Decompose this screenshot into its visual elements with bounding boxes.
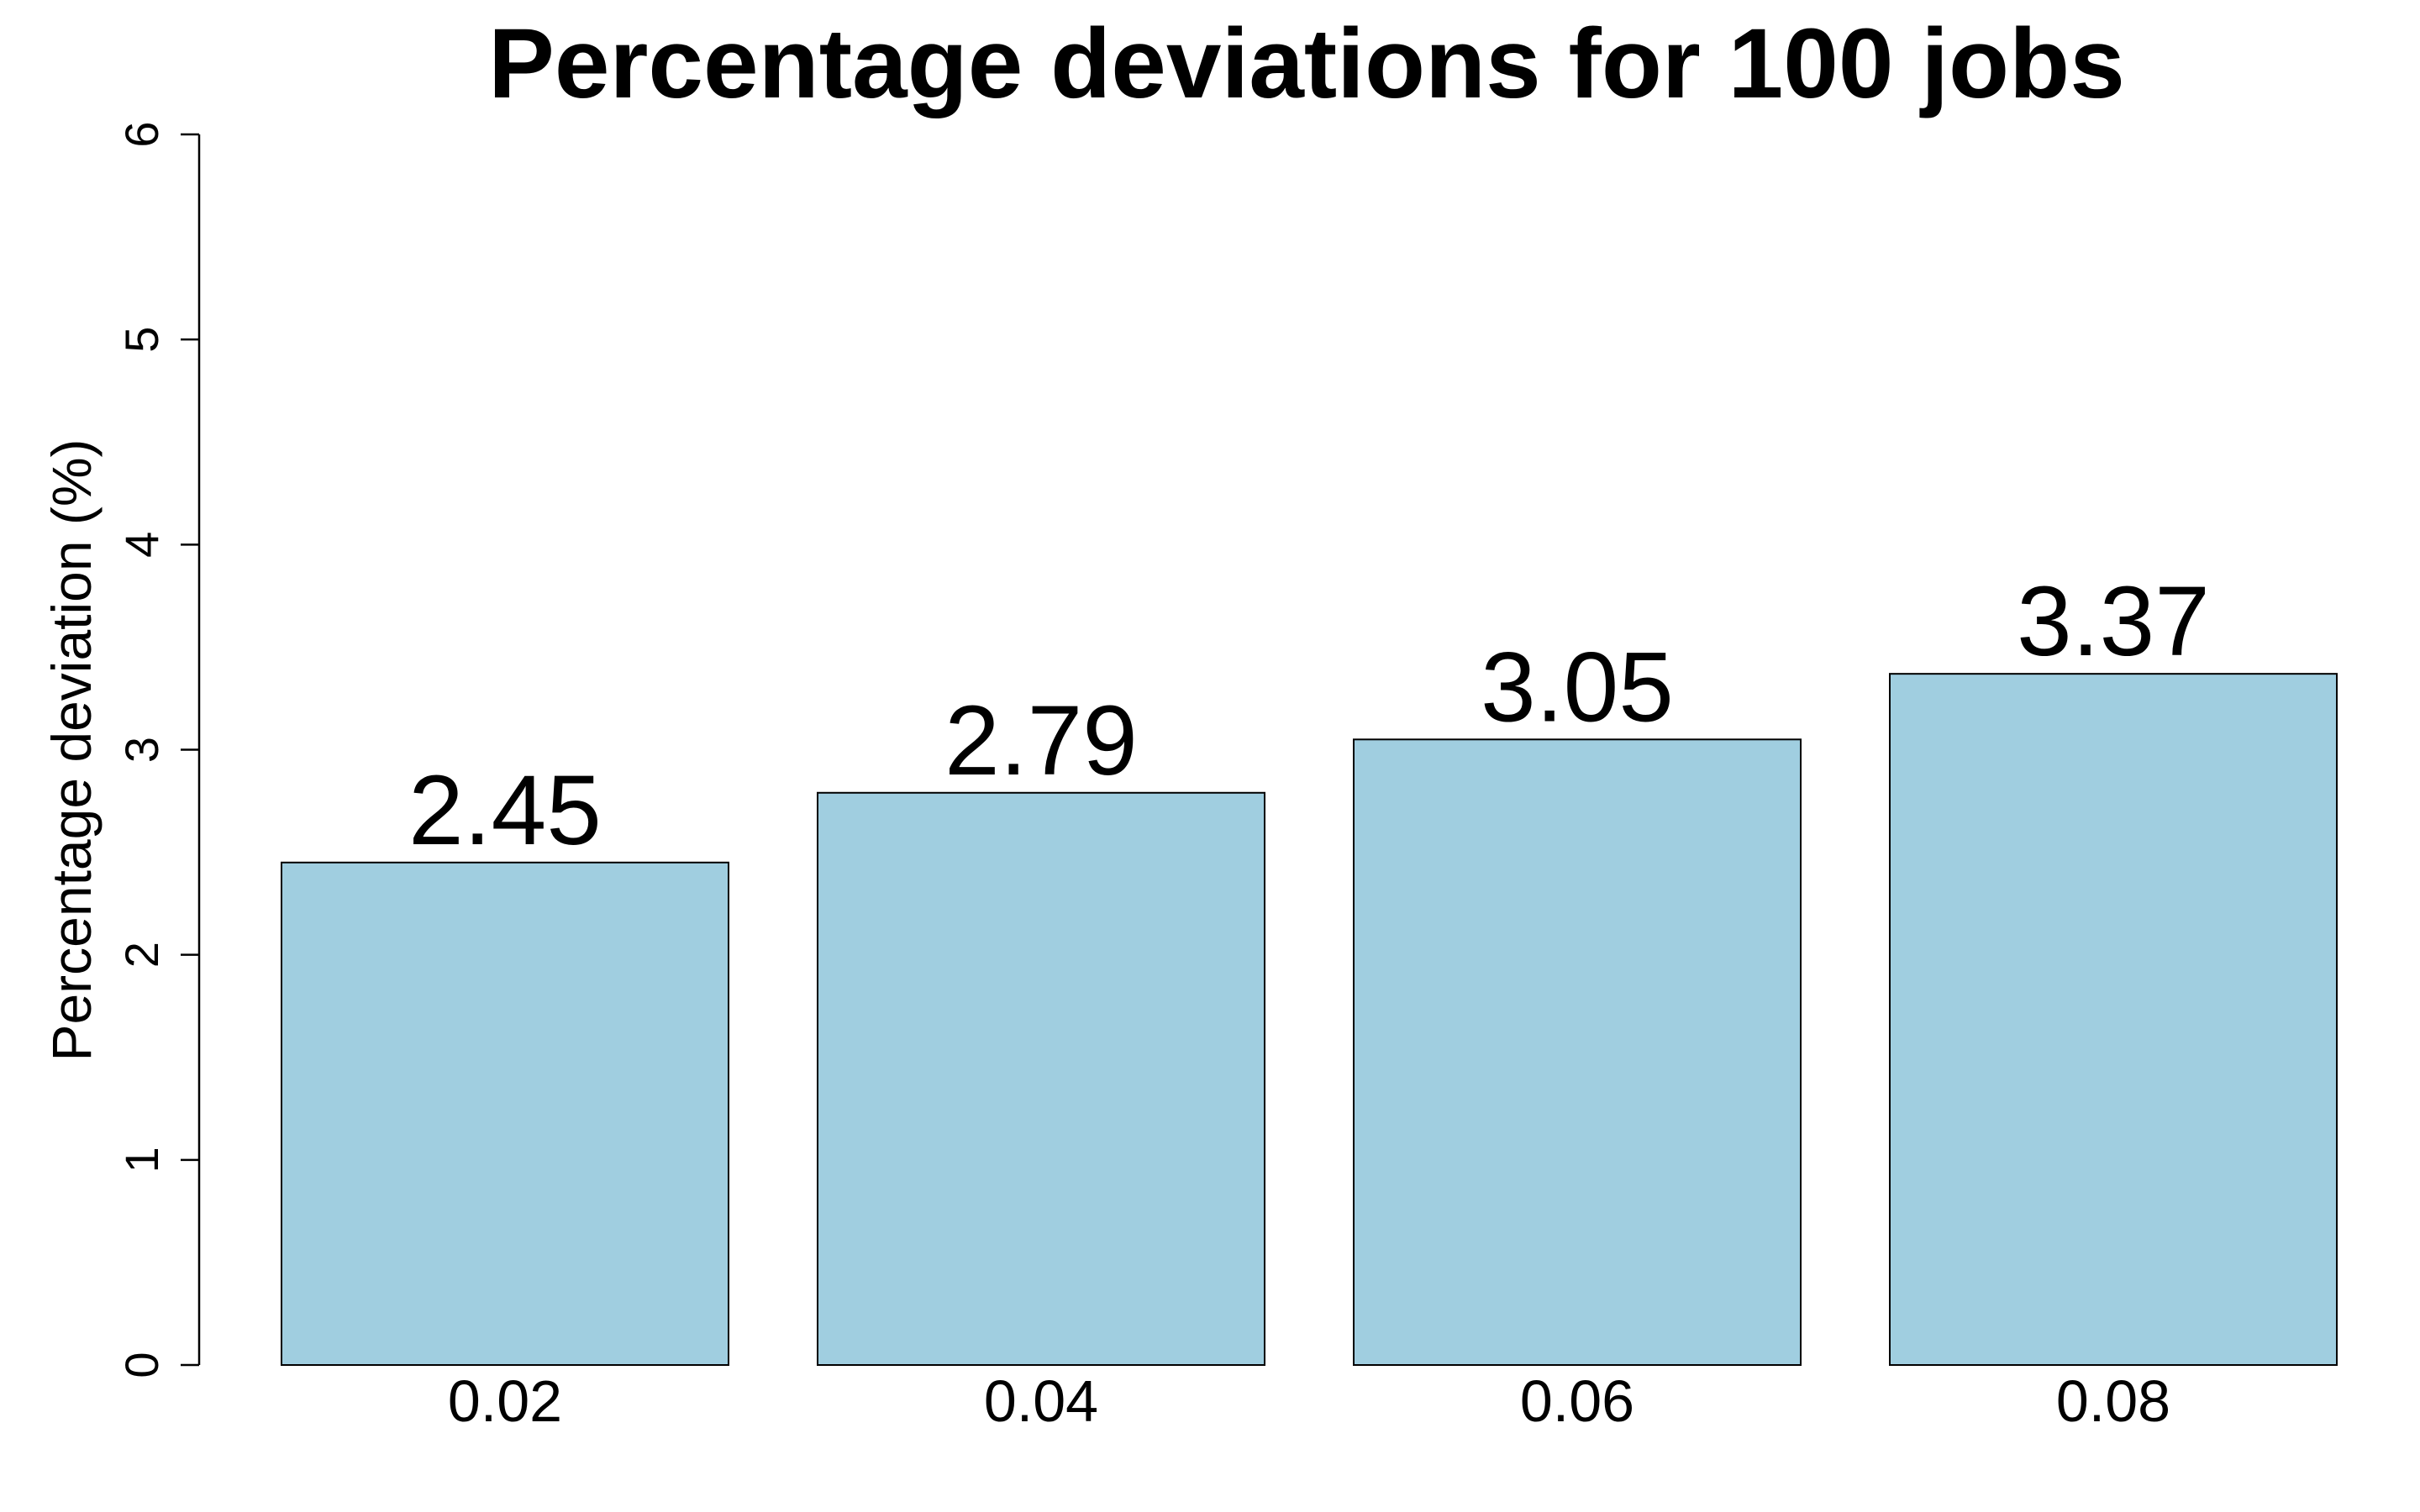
y-axis-tick-label: 3 — [115, 737, 168, 763]
x-axis-tick-label: 0.08 — [2056, 1368, 2170, 1434]
bar — [1889, 673, 2338, 1366]
bar — [817, 791, 1265, 1366]
bar-value-label: 2.79 — [944, 685, 1138, 796]
x-axis-tick-label: 0.06 — [1520, 1368, 1634, 1434]
x-axis-tick-label: 0.04 — [984, 1368, 1098, 1434]
x-axis-tick-labels: 0.02 0.04 0.06 0.08 — [448, 1368, 2170, 1434]
x-axis-tick-label: 0.02 — [448, 1368, 562, 1434]
chart-title: Percentage deviations for 100 jobs — [488, 8, 2125, 119]
y-axis-ticks: 0 1 2 3 4 5 6 — [115, 121, 199, 1378]
bar — [1353, 738, 1802, 1366]
bar — [281, 861, 729, 1366]
bar-value-labels: 2.45 2.79 3.05 3.37 — [408, 566, 2210, 866]
y-axis-label: Percentage deviation (%) — [40, 438, 103, 1061]
bar-value-label: 3.37 — [2017, 566, 2210, 677]
y-axis-tick-label: 1 — [115, 1147, 168, 1173]
bar-value-label: 2.45 — [408, 755, 602, 866]
y-axis-tick-label: 4 — [115, 532, 168, 558]
y-axis-tick-label: 2 — [115, 942, 168, 968]
y-axis-tick-label: 5 — [115, 327, 168, 353]
bar-value-label: 3.05 — [1481, 632, 1674, 743]
bars — [281, 673, 2338, 1366]
y-axis-tick-label: 6 — [115, 121, 168, 147]
y-axis-tick-label: 0 — [115, 1352, 168, 1378]
